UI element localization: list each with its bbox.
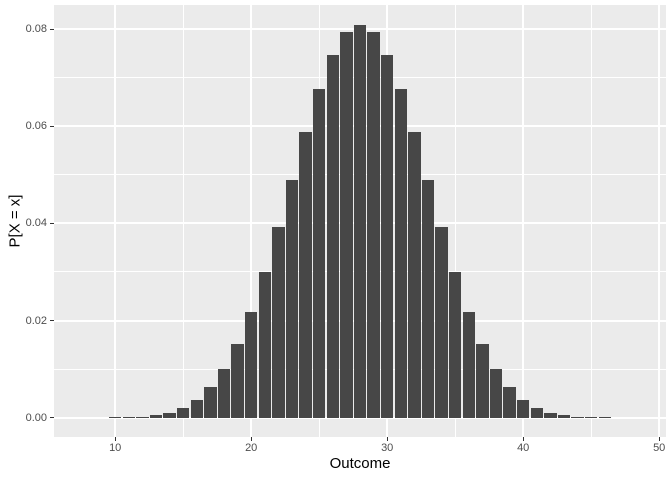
bar xyxy=(340,32,353,418)
bar xyxy=(149,415,163,418)
bar xyxy=(544,412,557,418)
bar xyxy=(503,387,516,418)
bar xyxy=(231,343,244,418)
bar xyxy=(177,407,190,418)
x-tick-mark xyxy=(250,437,252,441)
bar xyxy=(530,407,543,418)
x-tick-mark xyxy=(658,437,660,441)
bar xyxy=(299,132,312,418)
bar xyxy=(326,54,339,418)
x-major-gridline xyxy=(114,5,117,437)
x-major-gridline xyxy=(658,5,661,437)
bar xyxy=(489,369,503,418)
plot-panel xyxy=(54,5,666,437)
x-major-gridline xyxy=(522,5,525,437)
y-tick-label: 0.08 xyxy=(25,23,47,36)
bar xyxy=(381,54,394,418)
y-tick-mark xyxy=(50,125,54,127)
bar xyxy=(462,311,475,418)
bar xyxy=(571,416,584,418)
y-major-gridline xyxy=(54,416,666,419)
bar xyxy=(163,412,176,418)
bar xyxy=(449,272,462,418)
y-tick-label: 0.02 xyxy=(25,314,47,327)
bar xyxy=(204,387,217,418)
bar xyxy=(313,89,326,418)
x-axis-title: Outcome xyxy=(329,455,391,472)
x-minor-gridline xyxy=(454,5,456,437)
bar xyxy=(217,369,231,418)
x-tick-mark xyxy=(386,437,388,441)
bar xyxy=(557,415,571,418)
bar xyxy=(190,399,203,418)
x-tick-label: 50 xyxy=(653,442,666,454)
bar xyxy=(435,227,448,418)
y-tick-mark xyxy=(50,417,54,419)
x-minor-gridline xyxy=(182,5,184,437)
bar xyxy=(272,227,285,418)
bar xyxy=(367,32,380,418)
x-tick-label: 40 xyxy=(517,442,530,454)
y-tick-mark xyxy=(50,28,54,30)
x-tick-mark xyxy=(522,437,524,441)
x-tick-label: 30 xyxy=(381,442,394,454)
bar xyxy=(476,343,489,418)
x-minor-gridline xyxy=(590,5,592,437)
bar xyxy=(245,311,258,418)
bar xyxy=(136,416,149,418)
x-major-gridline xyxy=(250,5,253,437)
x-tick-mark xyxy=(114,437,116,441)
bar xyxy=(394,89,407,418)
y-tick-label: 0.04 xyxy=(25,217,47,230)
y-tick-label: 0.06 xyxy=(25,120,47,133)
x-tick-label: 10 xyxy=(109,442,122,454)
bar xyxy=(258,272,271,418)
bar xyxy=(353,24,367,418)
y-tick-label: 0.00 xyxy=(25,411,47,424)
y-tick-mark xyxy=(50,320,54,321)
bar xyxy=(285,179,299,418)
bar xyxy=(408,132,421,418)
bar xyxy=(421,179,435,418)
x-tick-label: 20 xyxy=(245,442,258,454)
y-tick-mark xyxy=(50,222,54,224)
bar xyxy=(517,399,530,418)
